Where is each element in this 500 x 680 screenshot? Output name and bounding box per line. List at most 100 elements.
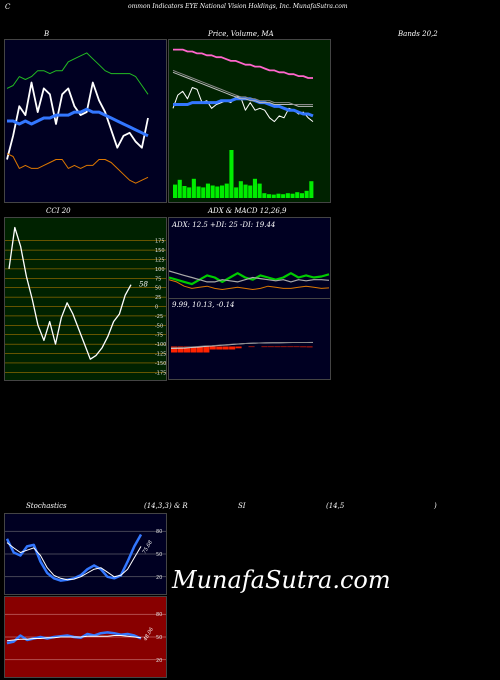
adx-title: ADX & MACD 12,26,9 xyxy=(208,207,287,215)
volume-bar xyxy=(299,193,304,198)
macd-line-signal xyxy=(170,341,314,349)
adx-chart: ADX: 12.5 +DI: 25 -DI: 19.44 xyxy=(169,221,330,290)
stoch-title-c: SI xyxy=(238,502,246,510)
volume-bar xyxy=(252,178,257,198)
price-panel xyxy=(168,39,331,203)
macd-hist-bar xyxy=(261,346,268,348)
rsi-tick-label: 20 xyxy=(156,658,162,664)
volume-bar xyxy=(271,194,276,198)
adx-panel: ADX: 12.5 +DI: 25 -DI: 19.44 xyxy=(168,217,331,299)
cci-tick-label: -175 xyxy=(155,370,166,376)
adx-line-minus-di xyxy=(169,270,330,283)
adx-line-adx xyxy=(169,279,330,290)
rsi-tick-label: 50 xyxy=(156,635,162,641)
rsi-panel: 80 50 20 48.06 xyxy=(4,596,167,678)
rsi-value-label: 48.06 xyxy=(142,626,155,643)
volume-bar xyxy=(257,183,262,198)
cci-value-label: 58 xyxy=(139,281,148,289)
price-volume-chart xyxy=(172,48,314,198)
macd-hist-bar xyxy=(209,346,216,350)
cci-tick-label: 175 xyxy=(155,239,165,245)
macd-readout: 9.99, 10.13, -0.14 xyxy=(172,301,234,309)
cci-tick-label: 75 xyxy=(155,276,161,282)
stoch-panel: 80 50 20 75.68 xyxy=(4,513,167,595)
cci-tick-label: 25 xyxy=(155,295,161,301)
cci-chart: 175 150 125 100 75 50 25 0 -25 -50 -75 -100 -125 -150… xyxy=(5,226,166,376)
cci-tick-label: -100 xyxy=(155,342,166,348)
stoch-title-a: Stochastics xyxy=(26,502,67,510)
macd-panel: 9.99, 10.13, -0.14 xyxy=(168,298,331,380)
macd-hist-bar xyxy=(190,346,197,353)
volume-bar xyxy=(191,178,196,198)
volume-bar xyxy=(248,185,253,198)
cci-tick-label: 50 xyxy=(155,286,161,292)
volume-bar xyxy=(234,187,239,198)
cci-tick-label: -75 xyxy=(155,333,163,339)
volume-bar xyxy=(201,187,206,198)
macd-hist-bar xyxy=(229,346,236,350)
pv-line-price xyxy=(172,87,314,123)
rsi-line-rsi-blue xyxy=(6,631,142,645)
stoch-line-k xyxy=(5,533,143,582)
macd-hist-bar xyxy=(203,346,210,353)
volume-bar xyxy=(205,183,210,198)
cci-tick-label: 150 xyxy=(155,248,165,254)
macd-hist-bar xyxy=(287,346,294,348)
cci-line xyxy=(8,226,132,360)
macd-hist-bar xyxy=(216,346,223,350)
stoch-tick-label: 80 xyxy=(156,529,162,535)
volume-bar xyxy=(281,194,286,198)
bb-line-middle xyxy=(7,107,149,138)
rsi-tick-label: 80 xyxy=(156,612,162,618)
rsi-line-rsi-white xyxy=(6,635,142,642)
stoch-tick-label: 20 xyxy=(156,575,162,581)
bollinger-chart xyxy=(6,52,149,184)
bands-title: Bands 20,2 xyxy=(398,30,438,38)
volume-bar xyxy=(215,186,220,198)
volume-bar xyxy=(295,192,300,198)
volume-bar xyxy=(187,187,192,198)
bollinger-panel xyxy=(4,39,167,203)
cci-tick-label: 125 xyxy=(155,258,165,264)
volume-bar xyxy=(229,150,234,198)
stoch-tick-label: 50 xyxy=(156,552,162,558)
cci-panel: 175 150 125 100 75 50 25 0 -25 -50 -75 -100 -125 -150… xyxy=(4,217,167,381)
volume-bar xyxy=(173,184,178,198)
macd-hist-bar xyxy=(306,346,313,348)
macd-hist-bar xyxy=(235,346,242,349)
cci-tick-label: -125 xyxy=(155,352,166,358)
volume-bar xyxy=(224,183,229,198)
volume-bar xyxy=(210,185,215,198)
cci-tick-label: 100 xyxy=(155,267,165,273)
header-left-letter: C xyxy=(5,3,11,11)
macd-hist-bar xyxy=(183,346,190,353)
bb-line-lower xyxy=(6,153,149,184)
stoch-title-d: (14,5 xyxy=(326,502,345,510)
macd-hist-bar xyxy=(248,346,255,348)
macd-hist-bar xyxy=(171,346,178,353)
volume-bar xyxy=(196,186,201,198)
macd-hist-bar xyxy=(280,346,287,348)
pv-line-ma-long-2 xyxy=(172,69,313,105)
volume-bar xyxy=(243,184,248,198)
macd-chart: 9.99, 10.13, -0.14 xyxy=(170,301,314,353)
macd-hist-bar xyxy=(274,346,281,348)
volume-bar xyxy=(290,193,295,198)
volume-bar xyxy=(309,181,314,198)
cci-tick-label: -50 xyxy=(155,323,163,329)
bb-title: B xyxy=(44,30,50,38)
macd-hist-bar xyxy=(177,346,184,353)
cci-tick-label: -25 xyxy=(155,314,163,320)
volume-bar xyxy=(262,193,267,198)
macd-hist-bar xyxy=(300,346,307,348)
page-title: ommon Indicators EYE National Vision Hol… xyxy=(128,3,348,10)
watermark: MunafaSutra.com xyxy=(172,566,391,594)
bb-line-upper xyxy=(6,52,149,95)
price-title: Price, Volume, MA xyxy=(208,30,274,38)
volume-bar xyxy=(177,179,182,198)
macd-hist-bar xyxy=(222,346,229,350)
pv-line-ma-long-1 xyxy=(172,71,313,107)
stoch-value-label: 75.68 xyxy=(142,540,154,555)
stoch-title-e: ) xyxy=(434,502,437,510)
volume-bar xyxy=(182,186,187,198)
